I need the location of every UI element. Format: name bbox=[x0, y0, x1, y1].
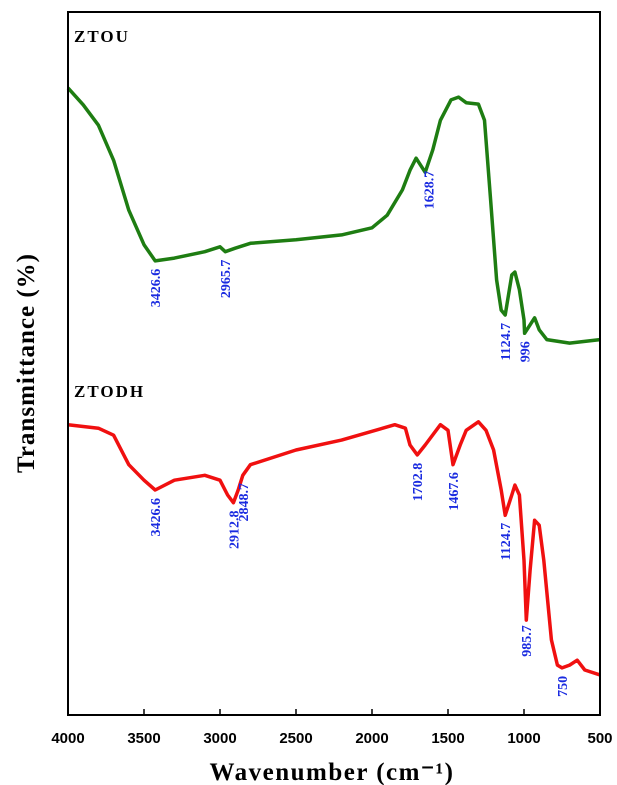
series-label: ZTOU bbox=[74, 27, 130, 46]
x-tick-label: 1000 bbox=[507, 730, 540, 747]
annotation: 1467.6 bbox=[447, 472, 462, 511]
annotation: 2912.8 bbox=[227, 511, 242, 550]
annotation: 3426.6 bbox=[149, 269, 164, 308]
annotation: 2965.7 bbox=[219, 260, 234, 299]
annotation: 985.7 bbox=[520, 625, 535, 657]
annotation: 1628.7 bbox=[422, 171, 437, 210]
x-tick-label: 2000 bbox=[355, 730, 388, 747]
y-axis-label: Transmittance (%) bbox=[13, 253, 40, 473]
line bbox=[67, 420, 601, 677]
series-label: ZTODH bbox=[74, 382, 145, 401]
x-tick-label: 3500 bbox=[127, 730, 160, 747]
x-tick-label: 3000 bbox=[203, 730, 236, 747]
annotation: 3426.6 bbox=[149, 498, 164, 537]
x-axis-label: Wavenumber (cm⁻¹) bbox=[209, 759, 454, 785]
x-tick-label: 2500 bbox=[279, 730, 312, 747]
x-tick-label: 500 bbox=[587, 730, 612, 747]
x-tick-label: 4000 bbox=[51, 730, 84, 747]
annotation: 1702.8 bbox=[411, 463, 426, 502]
annotation: 2848.7 bbox=[237, 483, 252, 522]
line bbox=[66, 86, 601, 345]
annotation: 1124.7 bbox=[499, 523, 514, 561]
x-tick-label: 1500 bbox=[431, 730, 464, 747]
plot-frame bbox=[67, 11, 601, 716]
annotation: 996 bbox=[519, 341, 534, 362]
annotation: 1124.7 bbox=[499, 323, 514, 361]
annotation: 750 bbox=[556, 676, 571, 697]
